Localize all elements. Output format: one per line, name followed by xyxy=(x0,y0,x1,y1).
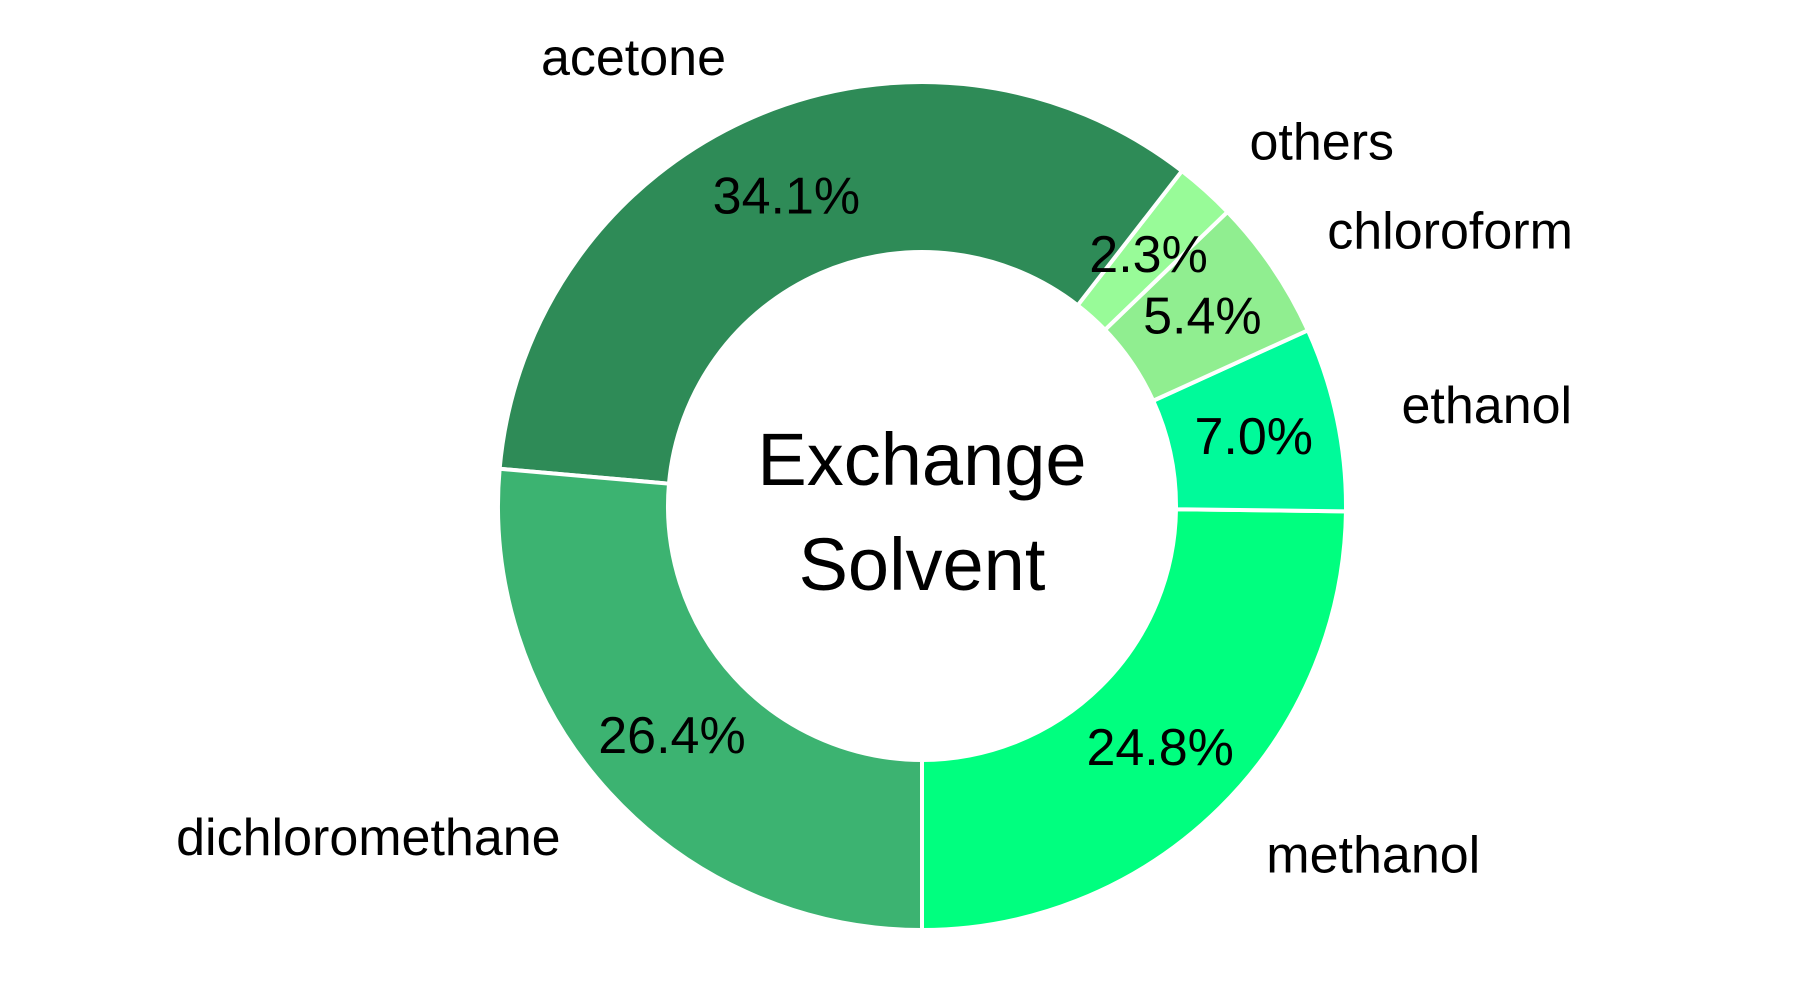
category-label-chloroform: chloroform xyxy=(1327,203,1573,261)
category-label-acetone: acetone xyxy=(541,29,726,87)
percent-label-ethanol: 7.0% xyxy=(1194,408,1313,466)
percent-label-methanol: 24.8% xyxy=(1086,719,1233,777)
slices-group xyxy=(496,80,1348,932)
percent-label-chloroform: 5.4% xyxy=(1143,287,1262,345)
category-label-methanol: methanol xyxy=(1266,827,1480,885)
labels-group: 24.8% methanol 7.0% ethanol 5.4% chloroform 2.… xyxy=(176,29,1573,885)
category-label-dichloromethane: dichloromethane xyxy=(176,809,560,867)
percent-label-acetone: 34.1% xyxy=(713,167,860,225)
slice-methanol xyxy=(920,507,1348,932)
center-label-line-2: Solvent xyxy=(799,523,1046,606)
slice-dichloromethane xyxy=(496,466,924,932)
category-label-ethanol: ethanol xyxy=(1402,377,1573,435)
percent-label-dichloromethane: 26.4% xyxy=(598,707,745,765)
center-label-line-1: Exchange xyxy=(757,418,1086,501)
percent-label-others: 2.3% xyxy=(1089,226,1208,284)
category-label-others: others xyxy=(1249,114,1394,172)
slice-acetone xyxy=(497,80,1184,486)
